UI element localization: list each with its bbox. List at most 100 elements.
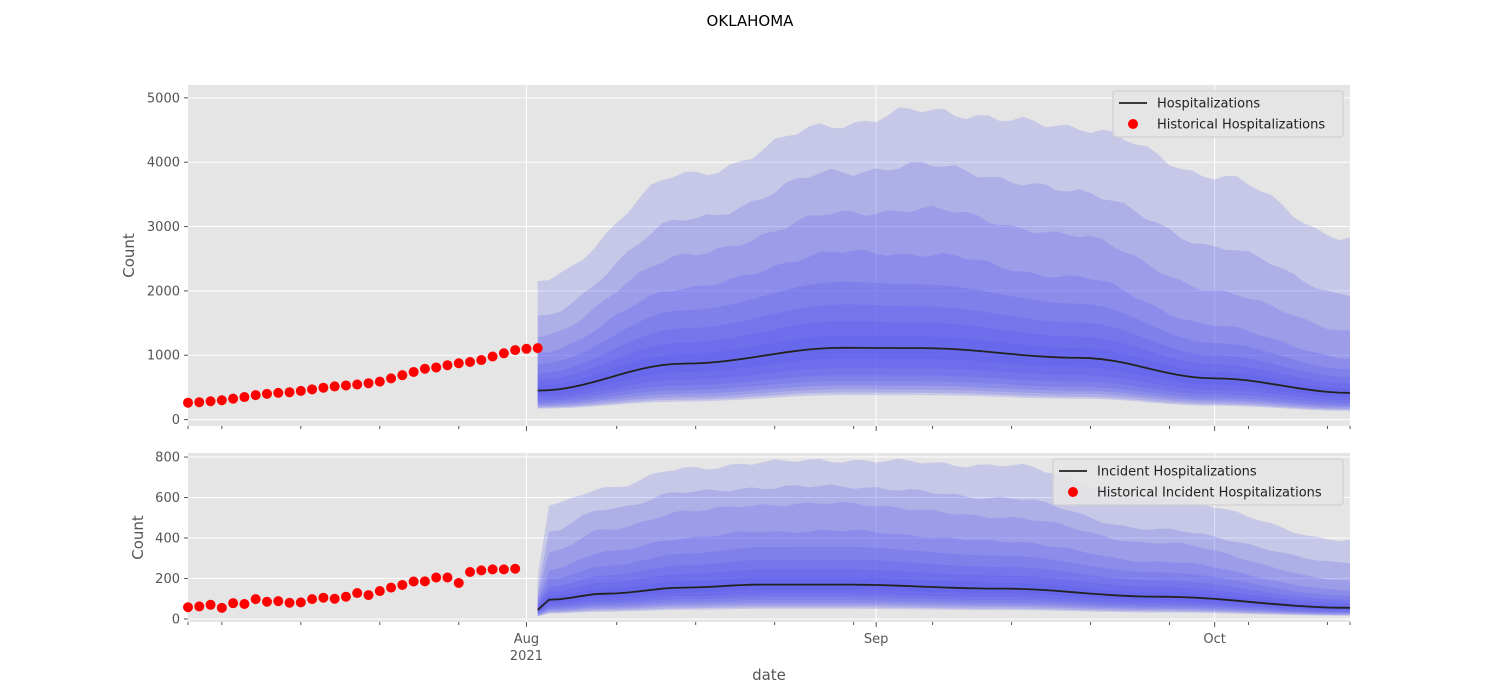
y-axis: 0 1000 2000 3000 4000 5000 bbox=[147, 91, 188, 428]
legend-label: Hospitalizations bbox=[1157, 97, 1260, 112]
historical-point bbox=[329, 593, 340, 604]
historical-point bbox=[363, 590, 374, 601]
historical-point bbox=[228, 598, 239, 609]
historical-point bbox=[318, 592, 329, 603]
historical-point bbox=[228, 393, 239, 404]
legend-label: Incident Hospitalizations bbox=[1097, 465, 1257, 480]
historical-point bbox=[183, 397, 193, 408]
historical-point bbox=[397, 579, 408, 590]
historical-point bbox=[419, 576, 430, 587]
y-tick-label: 2000 bbox=[147, 284, 180, 299]
historical-point bbox=[476, 565, 487, 576]
legend-label: Historical Hospitalizations bbox=[1157, 118, 1325, 133]
historical-point bbox=[194, 397, 205, 408]
historical-point bbox=[510, 563, 521, 574]
historical-point bbox=[183, 602, 193, 613]
historical-point bbox=[194, 601, 205, 612]
historical-point bbox=[453, 577, 464, 588]
x-axis-labels: Aug 2021 Sep Oct bbox=[510, 632, 1226, 664]
historical-point bbox=[318, 382, 329, 393]
historical-point bbox=[363, 378, 374, 389]
historical-point bbox=[340, 591, 351, 602]
historical-point bbox=[510, 345, 521, 356]
legend-box bbox=[1052, 458, 1344, 506]
historical-point bbox=[205, 599, 216, 610]
historical-point bbox=[521, 343, 532, 354]
y-tick-label: 600 bbox=[155, 491, 180, 506]
forecast-band-7 bbox=[537, 484, 1350, 617]
y-tick-label: 200 bbox=[155, 572, 180, 587]
historical-point bbox=[397, 370, 408, 381]
legend-marker-swatch bbox=[1068, 487, 1078, 497]
historical-point bbox=[431, 362, 442, 373]
historical-point bbox=[307, 384, 318, 395]
forecast-band-3 bbox=[537, 304, 1350, 404]
x-tick-label: Sep bbox=[864, 632, 889, 647]
historical-point bbox=[261, 596, 272, 607]
forecast-band-2 bbox=[537, 321, 1350, 401]
y-axis: 0 200 400 600 800 bbox=[155, 451, 188, 627]
x-axis-ticks bbox=[187, 426, 1351, 431]
legend-box bbox=[1112, 90, 1344, 138]
legend-marker-swatch bbox=[1128, 119, 1138, 129]
historical-point bbox=[386, 373, 397, 384]
y-tick-label: 3000 bbox=[147, 220, 180, 235]
historical-point bbox=[261, 388, 272, 399]
forecast-band-1 bbox=[537, 335, 1350, 397]
historical-point bbox=[239, 392, 250, 403]
historical-point bbox=[205, 396, 216, 407]
historical-point bbox=[431, 572, 442, 583]
x-tick-label: Oct bbox=[1203, 632, 1225, 647]
forecast-median-line bbox=[537, 583, 1351, 611]
forecast-band-6 bbox=[537, 501, 1350, 616]
historical-point bbox=[419, 363, 430, 374]
historical-point bbox=[239, 598, 250, 609]
forecast-band-6 bbox=[537, 205, 1350, 409]
historical-point bbox=[442, 572, 453, 583]
historical-point bbox=[442, 360, 453, 371]
historical-point bbox=[273, 387, 284, 398]
x-axis-label: date bbox=[752, 666, 786, 684]
forecast-band-7 bbox=[537, 161, 1350, 410]
historical-point bbox=[307, 594, 318, 605]
historical-point bbox=[487, 564, 498, 575]
historical-point bbox=[284, 387, 295, 398]
historical-point bbox=[295, 597, 306, 608]
historical-point bbox=[216, 395, 227, 406]
y-axis-label: Count bbox=[120, 233, 138, 278]
historical-point bbox=[352, 379, 363, 390]
historical-point bbox=[374, 586, 385, 597]
x-tick-sublabel: 2021 bbox=[510, 649, 543, 664]
y-axis-label: Count bbox=[129, 515, 147, 560]
historical-point bbox=[386, 582, 397, 593]
historical-point bbox=[329, 381, 340, 392]
historical-point bbox=[476, 355, 487, 366]
y-tick-label: 1000 bbox=[147, 349, 180, 364]
hospitalizations-panel: 0 1000 2000 3000 4000 5000 Count Hospitalizatio… bbox=[120, 85, 1351, 431]
historical-point bbox=[487, 351, 498, 362]
forecast-band-5 bbox=[537, 529, 1350, 615]
historical-point bbox=[498, 348, 509, 359]
historical-points bbox=[183, 343, 543, 408]
legend-label: Historical Incident Hospitalizations bbox=[1097, 486, 1322, 501]
historical-point bbox=[408, 576, 419, 587]
historical-point bbox=[408, 366, 419, 377]
y-tick-label: 4000 bbox=[147, 156, 180, 171]
historical-point bbox=[216, 602, 227, 613]
historical-point bbox=[284, 597, 295, 608]
historical-point bbox=[465, 356, 476, 367]
forecast-bands bbox=[537, 107, 1350, 411]
historical-point bbox=[352, 588, 363, 599]
forecast-median-line bbox=[537, 346, 1351, 394]
forecast-band-8 bbox=[537, 107, 1350, 411]
y-tick-label: 0 bbox=[172, 413, 180, 428]
incident-hospitalizations-panel: 0 200 400 600 800 Count Incident Hospitalizati… bbox=[129, 451, 1351, 627]
y-tick-label: 800 bbox=[155, 451, 180, 466]
historical-point bbox=[250, 390, 261, 401]
y-tick-label: 5000 bbox=[147, 91, 180, 106]
historical-point bbox=[340, 380, 351, 391]
historical-point bbox=[453, 358, 464, 369]
historical-point bbox=[374, 376, 385, 387]
historical-point bbox=[465, 567, 476, 578]
